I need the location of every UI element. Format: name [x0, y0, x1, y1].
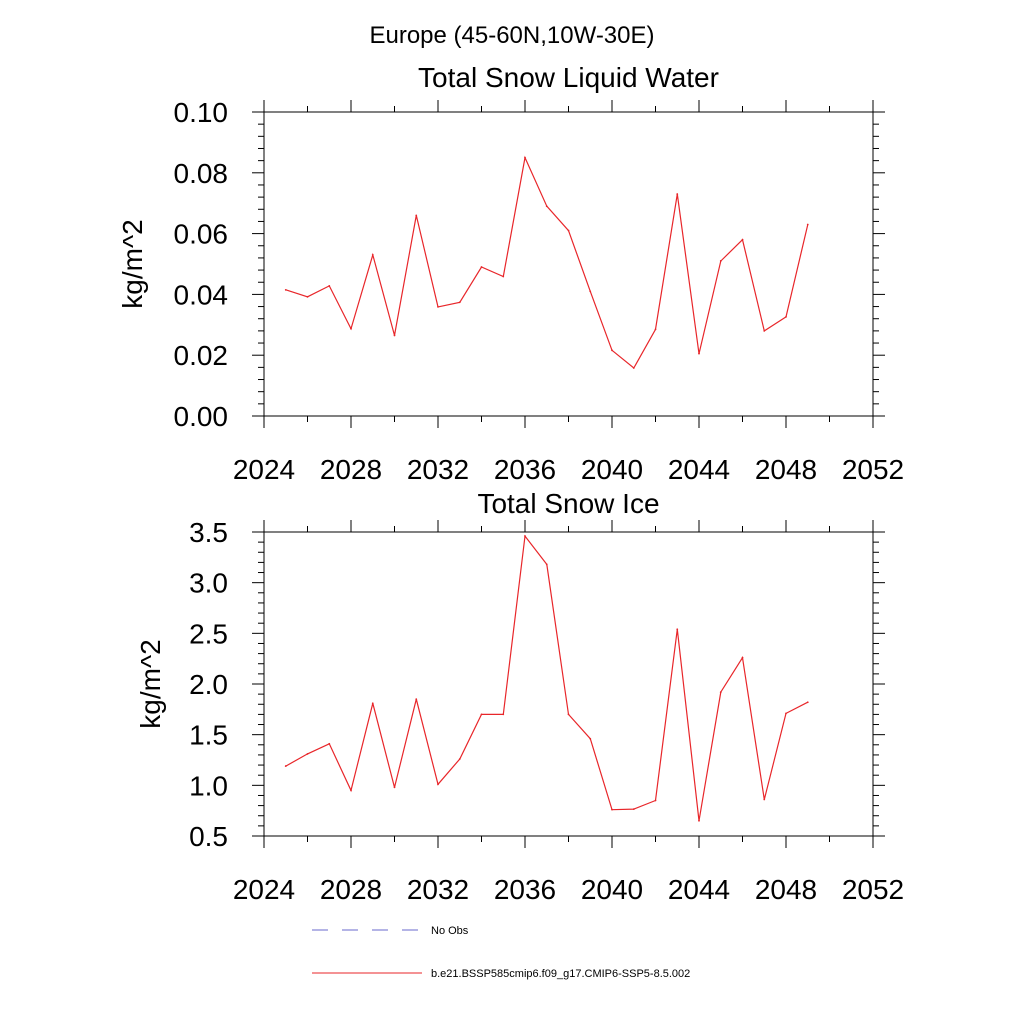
plot-frame — [263, 531, 874, 837]
data-point — [502, 713, 505, 716]
data-point — [415, 698, 418, 701]
plot-frame — [263, 111, 874, 417]
y-tick-label: 0.08 — [174, 158, 229, 189]
data-point — [785, 712, 787, 715]
data-point — [328, 742, 331, 745]
series-line — [285, 534, 809, 821]
x-tick-label: 2024 — [233, 454, 295, 485]
data-point — [763, 798, 766, 801]
data-point — [437, 305, 439, 308]
x-tick-label: 2048 — [755, 454, 817, 485]
data-point — [611, 808, 613, 811]
data-point — [284, 765, 287, 767]
x-tick-label: 2032 — [407, 874, 469, 905]
data-point — [284, 288, 287, 291]
chart-panel-2: Total Snow Ice kg/m^2 2024 2028 2032 2036 2040… — [135, 488, 904, 905]
data-point — [632, 367, 635, 369]
y-axis-label: kg/m^2 — [135, 639, 166, 728]
y-tick-label: 3.0 — [189, 568, 228, 599]
y-tick-label: 0.10 — [174, 97, 229, 128]
data-point — [328, 284, 331, 287]
y-tick-label: 1.0 — [189, 770, 228, 801]
legend: No Obs b.e21.BSSP585cmip6.f09_g17.CMIP6-S… — [312, 925, 690, 980]
data-point — [806, 223, 809, 226]
data-point — [676, 193, 679, 195]
y-tick-label: 0.06 — [174, 219, 229, 250]
x-tick-label: 2032 — [407, 454, 469, 485]
data-point — [415, 214, 418, 217]
data-point — [480, 713, 483, 716]
data-point — [524, 535, 526, 537]
data-point — [698, 819, 700, 822]
page-title: Europe (45-60N,10W-30E) — [369, 22, 654, 49]
y-tick-label: 1.5 — [189, 720, 228, 751]
data-point — [676, 628, 679, 631]
x-tick-label: 2052 — [842, 454, 904, 485]
x-tick-label: 2040 — [581, 874, 643, 905]
x-tick-label: 2040 — [581, 454, 643, 485]
data-point — [371, 253, 374, 256]
data-point — [567, 229, 570, 232]
x-tick-label: 2052 — [842, 874, 904, 905]
legend-label: b.e21.BSSP585cmip6.f09_g17.CMIP6-SSP5-8.… — [431, 968, 690, 980]
x-tick-label: 2048 — [755, 874, 817, 905]
data-point — [806, 701, 809, 704]
y-axis-label: kg/m^2 — [117, 219, 148, 308]
data-point — [306, 753, 309, 755]
y-tick-label: 3.5 — [189, 517, 228, 548]
data-point — [458, 758, 461, 760]
data-point — [350, 327, 352, 330]
chart-title: Total Snow Ice — [477, 488, 659, 519]
data-point — [502, 275, 505, 278]
data-point — [589, 290, 592, 293]
data-point — [785, 315, 787, 318]
data-point — [589, 737, 592, 740]
data-point — [350, 789, 352, 792]
data-point — [654, 799, 657, 802]
x-tick-label: 2028 — [320, 454, 382, 485]
series-line — [285, 155, 809, 369]
data-point — [458, 301, 461, 304]
data-point — [719, 691, 722, 694]
x-tick-label: 2036 — [494, 874, 556, 905]
chart-panel-1: Total Snow Liquid Water kg/m^2 2024 2028 203… — [117, 62, 904, 485]
data-point — [524, 156, 526, 159]
legend-label: No Obs — [431, 925, 469, 937]
data-point — [632, 808, 635, 811]
data-point — [545, 563, 548, 566]
data-point — [741, 238, 744, 241]
data-point — [480, 266, 483, 268]
x-tick-label: 2024 — [233, 874, 295, 905]
charts-layer: Total Snow Liquid Water kg/m^2 2024 2028 203… — [117, 62, 904, 905]
x-tick-label: 2028 — [320, 874, 382, 905]
data-point — [698, 352, 700, 355]
data-point — [719, 260, 722, 262]
data-point — [611, 349, 613, 352]
data-point — [393, 334, 396, 337]
y-tick-label: 0.02 — [174, 340, 229, 371]
x-tick-label: 2044 — [668, 454, 730, 485]
data-point — [437, 783, 439, 786]
data-point — [763, 329, 766, 332]
data-point — [545, 205, 548, 208]
data-point — [393, 786, 396, 789]
data-point — [306, 295, 309, 298]
x-tick-label: 2036 — [494, 454, 556, 485]
data-point — [567, 713, 570, 716]
y-tick-label: 0.5 — [189, 821, 228, 852]
data-point — [741, 656, 744, 659]
y-tick-label: 0.00 — [174, 401, 229, 432]
data-point — [371, 702, 374, 705]
y-tick-label: 0.04 — [174, 279, 229, 310]
data-point — [654, 328, 657, 331]
y-tick-label: 2.0 — [189, 669, 228, 700]
x-tick-label: 2044 — [668, 874, 730, 905]
chart-title: Total Snow Liquid Water — [418, 62, 719, 93]
y-tick-label: 2.5 — [189, 618, 228, 649]
